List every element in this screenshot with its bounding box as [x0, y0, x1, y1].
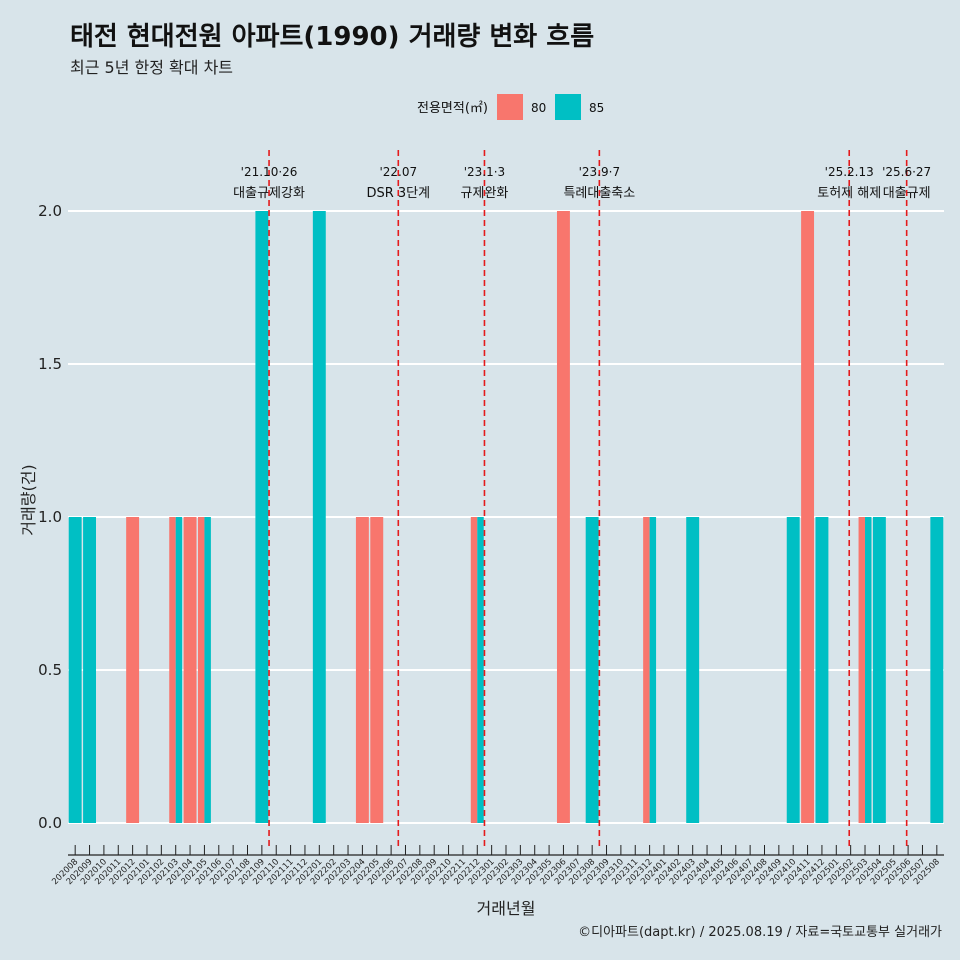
bar-202411-80 [801, 211, 815, 823]
event-date-label: '23.9·7 [579, 165, 620, 179]
bar-202103-80 [169, 517, 176, 823]
y-tick-label: 2.0 [38, 202, 62, 220]
bar-202212-80 [470, 517, 478, 823]
event-date-label: '25.6·27 [882, 165, 931, 179]
bar-202109-85 [255, 211, 269, 823]
y-axis-title: 거래량(건) [19, 464, 38, 535]
bar-202205-80 [370, 517, 384, 823]
bar-202008-85 [68, 517, 82, 823]
event-text-label: 규제완화 [461, 186, 509, 201]
bar-202104-80 [183, 517, 197, 823]
chart-title: 태전 현대전원 아파트(1990) 거래량 변화 흐름 [70, 22, 595, 52]
legend-swatch-80 [497, 94, 523, 120]
bar-202105-80 [197, 517, 205, 823]
bar-202412-85 [815, 517, 829, 823]
bar-202105-85 [204, 517, 211, 823]
bar-202306-80 [556, 211, 570, 823]
y-tick-label: 0.5 [38, 661, 62, 679]
event-text-label: 특례대출축소 [563, 186, 635, 201]
bar-202012-80 [126, 517, 140, 823]
legend-swatch-85 [555, 94, 581, 120]
bar-202503-80 [858, 517, 866, 823]
legend-label-80: 80 [531, 101, 546, 115]
bars [68, 211, 944, 823]
bar-202308-85 [585, 517, 599, 823]
event-text-label: 대출규제강화 [233, 186, 305, 201]
bar-202009-85 [83, 517, 97, 823]
event-date-label: '21.10·26 [241, 165, 298, 179]
bar-202201-85 [312, 211, 326, 823]
annotations: '21.10·26 대출규제강화 '22.07 DSR 3단계 '23.1·3 규제완화 '… [233, 150, 931, 846]
event-date-label: '25.2.13 [825, 165, 874, 179]
legend-label-85: 85 [589, 101, 604, 115]
chart-subtitle: 최근 5년 한정 확대 차트 [70, 58, 234, 77]
bar-202312-85 [649, 517, 657, 823]
bar-202503-85 [865, 517, 872, 823]
footer-credit: ©디아파트(dapt.kr) / 2025.08.19 / 자료=국토교통부 실… [578, 925, 942, 940]
legend-title: 전용면적(㎡) [417, 101, 488, 116]
bar-202403-85 [686, 517, 700, 823]
bar-202204-80 [355, 517, 369, 823]
x-axis-title: 거래년월 [477, 899, 536, 918]
event-text-label: 토허제 해제 [817, 186, 881, 201]
event-date-label: '22.07 [379, 165, 417, 179]
bar-202410-85 [786, 517, 800, 823]
event-text-label: DSR 3단계 [366, 186, 430, 201]
bar-202504-85 [872, 517, 886, 823]
event-text-label: 대출규제 [883, 186, 931, 201]
y-tick-label: 1.0 [38, 508, 62, 526]
bar-202212-85 [477, 517, 484, 823]
bar-202103-85 [175, 517, 183, 823]
y-tick-label: 0.0 [38, 814, 62, 832]
bar-202312-80 [643, 517, 650, 823]
bar-202508-85 [930, 517, 944, 823]
legend: 전용면적(㎡) 80 85 [417, 94, 604, 120]
event-date-label: '23.1·3 [464, 165, 505, 179]
y-tick-label: 1.5 [38, 355, 62, 373]
